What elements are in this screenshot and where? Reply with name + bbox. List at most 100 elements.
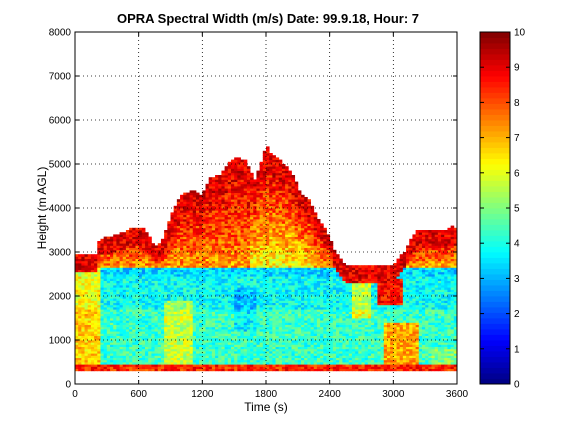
heatmap-cell xyxy=(192,351,197,354)
heatmap-cell xyxy=(275,247,280,251)
heatmap-cell xyxy=(167,227,171,231)
heatmap-cell xyxy=(246,166,251,169)
heatmap-cell xyxy=(106,282,111,286)
heatmap-cell xyxy=(100,280,105,284)
heatmap-cell xyxy=(278,170,283,174)
heatmap-cell xyxy=(189,267,194,270)
heatmap-cell xyxy=(183,214,187,218)
heatmap-cell xyxy=(122,258,127,262)
heatmap-cell xyxy=(113,296,117,299)
heatmap-cell xyxy=(192,238,197,242)
heatmap-cell xyxy=(87,258,92,262)
heatmap-cell xyxy=(272,164,276,167)
heatmap-cell xyxy=(138,322,143,325)
heatmap-cell xyxy=(218,324,222,328)
heatmap-cell xyxy=(230,278,235,281)
heatmap-cell xyxy=(157,335,162,339)
heatmap-cell xyxy=(84,282,89,286)
heatmap-cell xyxy=(269,221,273,224)
heatmap-cell xyxy=(227,359,232,363)
heatmap-cell xyxy=(240,311,245,314)
heatmap-cell xyxy=(180,230,184,233)
heatmap-cell xyxy=(176,337,181,341)
heatmap-cell xyxy=(250,245,254,248)
heatmap-cell xyxy=(266,227,270,231)
heatmap-cell xyxy=(275,348,280,352)
heatmap-cell xyxy=(125,232,130,235)
heatmap-cell xyxy=(129,254,133,257)
heatmap-cell xyxy=(275,320,280,323)
heatmap-cell xyxy=(148,307,152,310)
heatmap-cell xyxy=(240,337,245,341)
heatmap-cell xyxy=(266,329,270,332)
heatmap-cell xyxy=(148,320,152,323)
heatmap-cell xyxy=(84,291,89,295)
heatmap-cell xyxy=(145,238,149,242)
heatmap-cell xyxy=(199,238,203,242)
heatmap-cell xyxy=(221,366,226,369)
heatmap-cell xyxy=(205,337,210,341)
heatmap-cell xyxy=(234,181,238,185)
heatmap-cell xyxy=(81,304,85,308)
heatmap-cell xyxy=(269,192,273,196)
heatmap-cell xyxy=(246,190,251,193)
heatmap-cell xyxy=(75,324,79,328)
heatmap-cell xyxy=(269,161,273,165)
heatmap-cell xyxy=(278,313,283,317)
heatmap-cell xyxy=(129,357,133,361)
heatmap-cell xyxy=(113,335,117,339)
heatmap-cell xyxy=(97,256,101,259)
heatmap-cell xyxy=(262,271,267,275)
heatmap-cell xyxy=(138,296,143,299)
heatmap-cell xyxy=(246,304,251,308)
heatmap-cell xyxy=(240,267,245,270)
heatmap-cell xyxy=(237,234,241,237)
heatmap-cell xyxy=(246,318,251,321)
heatmap-cell xyxy=(164,300,168,303)
heatmap-cell xyxy=(237,249,241,253)
heatmap-cell xyxy=(246,238,251,242)
heatmap-cell xyxy=(154,320,159,323)
heatmap-cell xyxy=(186,214,190,218)
heatmap-cell xyxy=(256,252,261,255)
heatmap-cell xyxy=(100,311,105,314)
heatmap-cell xyxy=(253,230,257,233)
heatmap-cell xyxy=(154,333,159,336)
heatmap-cell xyxy=(176,256,181,259)
heatmap-cell xyxy=(237,362,241,365)
heatmap-cell xyxy=(234,243,238,246)
heatmap-cell xyxy=(160,258,165,262)
heatmap-cell xyxy=(205,302,210,306)
heatmap-cell xyxy=(135,296,140,299)
heatmap-cell xyxy=(84,355,89,358)
heatmap-cell xyxy=(154,326,159,330)
heatmap-cell xyxy=(129,256,133,259)
heatmap-cell xyxy=(151,340,155,343)
heatmap-cell xyxy=(192,241,197,244)
heatmap-cell xyxy=(189,329,194,332)
heatmap-cell xyxy=(275,287,280,290)
heatmap-cell xyxy=(132,309,136,312)
heatmap-cell xyxy=(189,241,194,244)
heatmap-cell xyxy=(234,168,238,171)
heatmap-cell xyxy=(211,265,216,268)
heatmap-cell xyxy=(269,177,273,180)
heatmap-cell xyxy=(266,216,270,220)
heatmap-cell xyxy=(176,260,181,264)
heatmap-cell xyxy=(180,296,184,299)
heatmap-cell xyxy=(246,276,251,279)
heatmap-cell xyxy=(173,291,178,295)
heatmap-cell xyxy=(122,353,127,356)
heatmap-cell xyxy=(224,289,229,292)
heatmap-cell xyxy=(215,186,219,189)
heatmap-cell xyxy=(211,359,216,363)
heatmap-cell xyxy=(275,368,280,372)
heatmap-cell xyxy=(253,348,257,352)
heatmap-cell xyxy=(164,313,168,317)
heatmap-cell xyxy=(154,278,159,281)
heatmap-cell xyxy=(183,260,187,264)
heatmap-cell xyxy=(218,223,222,226)
heatmap-cell xyxy=(205,362,210,365)
heatmap-cell xyxy=(278,351,283,354)
heatmap-cell xyxy=(237,212,241,215)
